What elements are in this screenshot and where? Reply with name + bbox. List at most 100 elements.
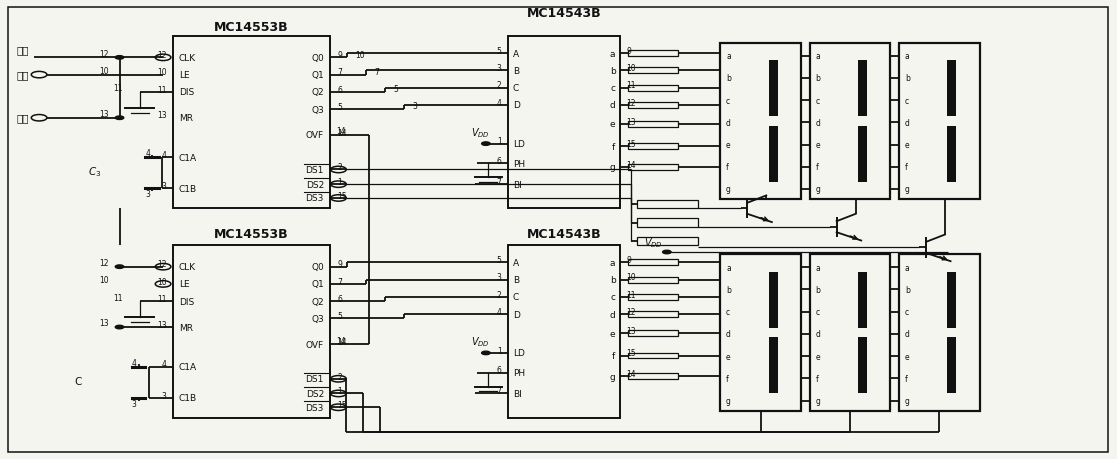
Text: e: e <box>905 141 909 150</box>
Text: 12: 12 <box>98 258 108 268</box>
Text: 12: 12 <box>156 51 166 60</box>
Text: Q2: Q2 <box>312 88 324 97</box>
Circle shape <box>115 325 124 329</box>
Bar <box>947 61 956 117</box>
Text: 6: 6 <box>497 157 502 166</box>
Bar <box>810 44 890 200</box>
Text: Q2: Q2 <box>312 297 324 306</box>
Circle shape <box>115 117 124 120</box>
Bar <box>768 61 777 117</box>
Text: PH: PH <box>513 160 525 168</box>
Text: 输入: 输入 <box>17 45 29 55</box>
Text: e: e <box>610 120 615 129</box>
Text: f: f <box>905 374 907 383</box>
Text: f: f <box>726 163 728 172</box>
Bar <box>628 51 678 57</box>
Text: 12: 12 <box>627 98 637 107</box>
Bar <box>628 311 678 318</box>
Text: 12: 12 <box>156 260 166 269</box>
Text: C: C <box>513 84 519 93</box>
Text: DIS: DIS <box>179 297 194 306</box>
Bar <box>899 255 980 411</box>
Text: Q0: Q0 <box>312 54 324 63</box>
Text: a: a <box>815 263 820 272</box>
Bar <box>720 44 801 200</box>
Text: 3: 3 <box>497 273 502 282</box>
Text: 预存: 预存 <box>17 70 29 79</box>
Text: Q0: Q0 <box>312 263 324 272</box>
Text: c: c <box>815 308 820 316</box>
Text: a: a <box>815 52 820 61</box>
Text: LD: LD <box>513 140 525 149</box>
Bar <box>768 272 777 328</box>
Text: 5: 5 <box>337 312 342 320</box>
Text: e: e <box>815 352 820 361</box>
Bar <box>628 68 678 74</box>
Text: 1: 1 <box>337 386 342 395</box>
Text: 3: 3 <box>162 182 166 191</box>
Text: a: a <box>610 50 615 58</box>
Circle shape <box>481 143 490 146</box>
Text: 13: 13 <box>98 110 108 119</box>
Text: 15: 15 <box>337 191 347 200</box>
Bar <box>173 37 330 209</box>
Text: 6: 6 <box>497 366 502 375</box>
Text: 14: 14 <box>337 129 347 137</box>
Bar <box>508 246 620 418</box>
Text: Q1: Q1 <box>312 71 324 80</box>
Text: b: b <box>815 285 820 294</box>
Bar <box>637 219 698 227</box>
Text: OVF: OVF <box>306 340 324 349</box>
Text: DIS: DIS <box>179 88 194 97</box>
Text: d: d <box>815 330 820 339</box>
Text: MC14553B: MC14553B <box>214 21 288 34</box>
Text: c: c <box>611 84 615 93</box>
Bar <box>628 260 678 266</box>
Text: 12: 12 <box>98 50 108 59</box>
Circle shape <box>481 352 490 355</box>
Text: c: c <box>905 96 909 105</box>
Text: b: b <box>905 285 909 294</box>
Text: e: e <box>726 141 731 150</box>
Bar <box>947 337 956 394</box>
Text: 13: 13 <box>156 111 166 120</box>
Text: $V_{DD}$: $V_{DD}$ <box>645 235 662 249</box>
Bar <box>508 37 620 209</box>
Text: MR: MR <box>179 323 193 332</box>
Bar <box>628 353 678 359</box>
Text: d: d <box>610 310 615 319</box>
Text: e: e <box>610 329 615 338</box>
Text: b: b <box>905 74 909 83</box>
Text: f: f <box>815 163 818 172</box>
Text: 1: 1 <box>337 178 342 186</box>
Text: 1: 1 <box>497 137 502 146</box>
Text: a: a <box>905 263 909 272</box>
Text: a: a <box>726 52 731 61</box>
Text: g: g <box>726 185 731 194</box>
Text: 11: 11 <box>114 293 123 302</box>
Bar <box>637 237 698 246</box>
Bar <box>637 201 698 209</box>
Text: d: d <box>905 118 909 128</box>
Text: 3: 3 <box>132 399 136 408</box>
Text: 5: 5 <box>497 47 502 56</box>
Text: 复位: 复位 <box>17 112 29 123</box>
Bar <box>768 126 777 183</box>
Text: g: g <box>610 163 615 172</box>
Bar <box>628 122 678 128</box>
Text: 9: 9 <box>627 47 631 56</box>
Bar <box>628 294 678 300</box>
Bar <box>628 102 678 108</box>
Text: 4: 4 <box>132 358 136 367</box>
Text: MC14543B: MC14543B <box>527 7 601 20</box>
Text: A: A <box>513 258 518 267</box>
Text: 5: 5 <box>337 103 342 112</box>
Text: b: b <box>815 74 820 83</box>
Text: c: c <box>815 96 820 105</box>
Text: a: a <box>905 52 909 61</box>
Text: b: b <box>726 285 731 294</box>
Text: 10: 10 <box>156 68 166 77</box>
Text: $C_3$: $C_3$ <box>88 165 102 179</box>
Text: 10: 10 <box>355 50 365 60</box>
Bar <box>768 337 777 394</box>
